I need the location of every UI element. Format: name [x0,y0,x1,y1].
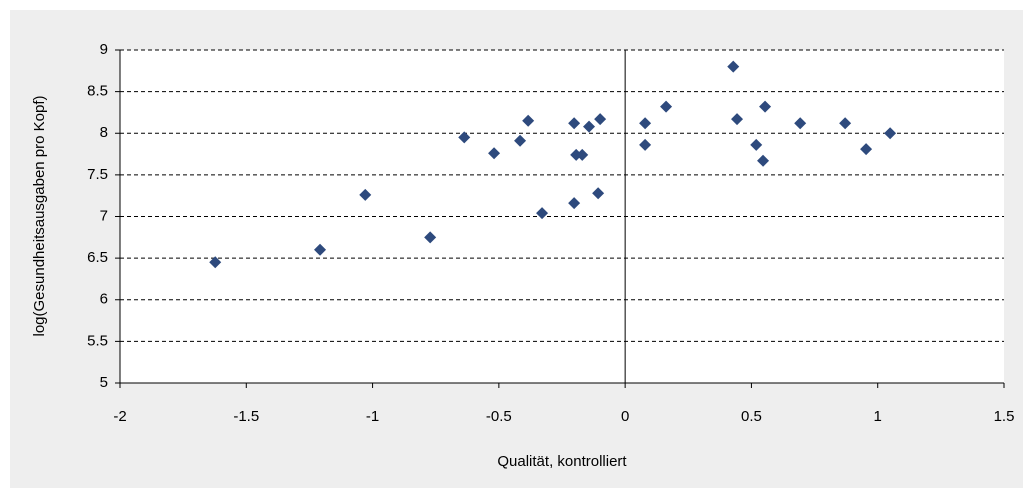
data-point [514,134,527,147]
data-point [576,148,589,161]
data-point [568,117,581,130]
data-point [731,113,744,126]
data-point [488,147,501,160]
data-point [794,117,807,130]
data-point [424,231,437,244]
x-tick-label: 0.5 [741,408,762,425]
data-point [639,138,652,151]
data-point [594,113,607,126]
data-point [884,127,897,140]
data-point [639,117,652,130]
y-tick-label: 5.5 [87,332,108,349]
data-point [359,188,372,201]
data-point [570,148,583,161]
x-tick-label: 1 [874,408,882,425]
data-point [314,243,327,256]
y-tick-label: 8 [100,124,108,141]
x-tick-label: 0 [621,408,629,425]
data-point [727,60,740,73]
y-axis-title: log(Gesundheitsausgaben pro Kopf) [31,95,48,336]
y-tick-label: 5 [100,374,108,391]
data-point [522,114,535,127]
data-point [568,197,581,210]
y-tick-label: 6 [100,291,108,308]
y-tick-label: 6.5 [87,249,108,266]
x-tick-label: -1 [366,408,379,425]
x-tick-label: -0.5 [486,408,512,425]
data-point [209,256,222,269]
x-axis-title: Qualität, kontrolliert [497,453,627,470]
y-tick-label: 7 [100,207,108,224]
data-point [458,131,471,144]
data-point [759,100,772,113]
data-point [860,143,873,156]
data-point [583,120,596,133]
y-tick-label: 8.5 [87,83,108,100]
x-tick-label: -2 [113,408,126,425]
x-tick-label: 1.5 [994,408,1015,425]
data-point [660,100,673,113]
x-tick-label: -1.5 [233,408,259,425]
data-point [592,187,605,200]
y-tick-label: 7.5 [87,166,108,183]
data-point [839,117,852,130]
data-point [536,207,549,220]
y-tick-label: 9 [100,41,108,58]
data-point [750,138,763,151]
data-point [757,154,770,167]
